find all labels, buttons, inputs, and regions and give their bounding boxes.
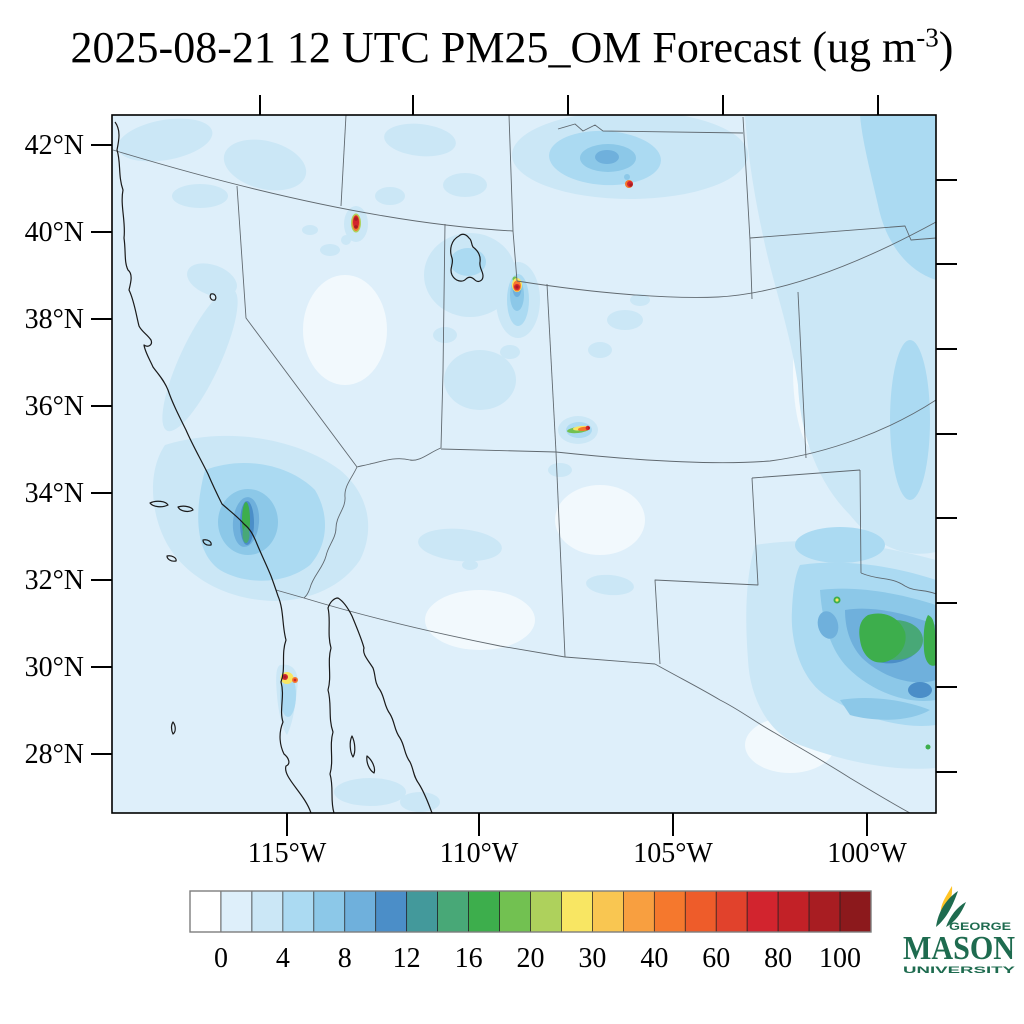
state-borders — [112, 115, 936, 813]
gmu-logo: GEORGE MASON UNIVERSITY — [903, 886, 1015, 975]
colorbar-tick-label: 0 — [214, 943, 228, 974]
map-frame — [111, 114, 937, 814]
colorbar-tick-label: 12 — [393, 943, 421, 974]
colorbar-cell — [623, 890, 655, 933]
map-shading — [112, 115, 936, 813]
figure-title: 2025-08-21 12 UTC PM25_OM Forecast (ug m… — [0, 22, 1024, 73]
colorbar-cell — [375, 890, 408, 933]
title-exponent: -3 — [916, 22, 939, 53]
colorbar-cell — [839, 890, 872, 933]
colorbar-cell — [406, 890, 438, 933]
gmu-university-text: UNIVERSITY — [903, 965, 1015, 975]
colorbar-cell — [530, 890, 562, 933]
colorbar: 0 4 8 12 16 20 30 40 60 80 100 — [189, 890, 872, 974]
gmu-flame-leaf2-icon — [946, 902, 966, 927]
lon-label: 110°W — [440, 838, 519, 869]
colorbar-border — [189, 890, 872, 933]
colorbar-tick-label: 60 — [702, 943, 730, 974]
colorbar-tick-label: 16 — [455, 943, 483, 974]
colorbar-tick-label: 40 — [640, 943, 668, 974]
colorbar-cell — [499, 890, 531, 933]
colorbar-cell — [282, 890, 315, 933]
colorbar-cell — [684, 890, 717, 933]
hotspot-wyoming-fire — [624, 174, 633, 188]
colorbar-tick-label: 100 — [819, 943, 861, 974]
lat-label: 30°N — [25, 652, 84, 683]
colorbar-tick-label: 8 — [338, 943, 352, 974]
title-main: 2025-08-21 12 UTC PM25_OM Forecast (ug m — [70, 23, 917, 72]
lon-label: 100°W — [827, 838, 907, 869]
lat-label: 28°N — [25, 739, 84, 770]
colorbar-cell — [344, 890, 377, 933]
lat-label: 32°N — [25, 565, 84, 596]
colorbar-cell — [220, 890, 253, 933]
coastline — [114, 121, 484, 813]
colorbar-cell — [808, 890, 841, 933]
colorbar-cell — [251, 890, 284, 933]
hotspot-baja-california-fire — [280, 672, 298, 684]
hotspot-salt-lake-city-fire — [512, 276, 522, 292]
lat-label: 34°N — [25, 478, 84, 509]
gmu-george-text: GEORGE — [949, 921, 1011, 933]
colorbar-cell — [592, 890, 624, 933]
colorbar-tick-label: 30 — [578, 943, 606, 974]
axes: 42°N 40°N 38°N 36°N 34°N 32°N 30°N 28°N 115°W 110… — [25, 95, 957, 869]
colorbar-cell — [777, 890, 810, 933]
colorbar-tick-label: 20 — [517, 943, 545, 974]
lat-label: 42°N — [25, 130, 84, 161]
hotspot-four-corners-fire — [567, 425, 591, 434]
colorbar-cell — [746, 890, 779, 933]
hotspot-northern-nevada-fire — [351, 213, 361, 233]
lon-label: 115°W — [248, 838, 327, 869]
gmu-mason-text: MASON — [903, 930, 1015, 967]
title-suffix: ) — [938, 23, 954, 72]
gmu-flame-leaf-icon — [936, 891, 958, 927]
colorbar-tick-label: 4 — [276, 943, 290, 974]
lat-label: 36°N — [25, 391, 84, 422]
colorbar-cell — [313, 890, 346, 933]
colorbar-cell — [189, 890, 222, 933]
lat-label: 38°N — [25, 304, 84, 335]
lon-label: 105°W — [633, 838, 713, 869]
lat-label: 40°N — [25, 217, 84, 248]
colorbar-cell — [561, 890, 593, 933]
green-concentration-patches — [242, 502, 936, 750]
colorbar-cell — [437, 890, 469, 933]
colorbar-cell — [653, 890, 686, 933]
colorbar-cell — [468, 890, 500, 933]
colorbar-tick-label: 80 — [764, 943, 792, 974]
colorbar-cell — [715, 890, 748, 933]
